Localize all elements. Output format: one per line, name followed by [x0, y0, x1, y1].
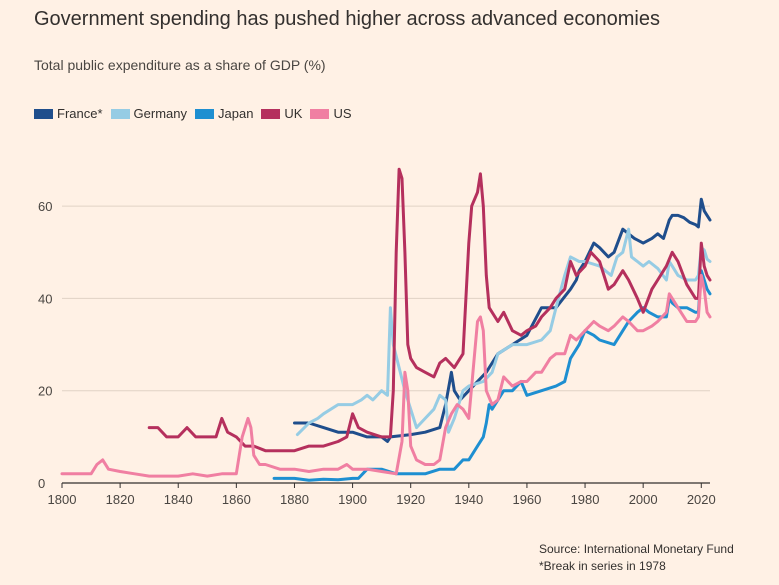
x-tick-label: 1860: [222, 492, 251, 507]
x-tick-label: 1880: [280, 492, 309, 507]
y-tick-label: 0: [38, 476, 45, 491]
footnote-text: *Break in series in 1978: [539, 559, 666, 573]
axes: 0 20 40 60 1800 1820 1840 1860 1880 1900 1920 1940 1…: [38, 199, 716, 507]
source-note: Source: International Monetary Fund *Bre…: [539, 541, 734, 575]
x-tick-label: 2000: [629, 492, 658, 507]
legend-label-japan: Japan: [218, 106, 254, 121]
legend-label-france: France*: [57, 106, 103, 121]
y-tick-label: 40: [38, 291, 52, 306]
x-tick-label: 1900: [338, 492, 367, 507]
x-tick-label: 1920: [396, 492, 425, 507]
series-line-us: [60, 273, 712, 478]
legend-label-us: US: [333, 106, 352, 121]
legend-swatch-japan: [195, 108, 214, 119]
x-tick-label: 1840: [164, 492, 193, 507]
legend-item-france: France*: [34, 106, 103, 121]
legend-item-us: US: [310, 106, 352, 121]
legend: France* Germany Japan UK US: [34, 106, 360, 121]
series-line-uk: [147, 167, 712, 453]
legend-swatch-uk: [261, 108, 281, 119]
x-tick-label: 2020: [687, 492, 716, 507]
legend-swatch-us: [310, 108, 330, 119]
legend-item-japan: Japan: [195, 106, 253, 121]
chart-subtitle: Total public expenditure as a share of G…: [34, 57, 326, 73]
x-tick-label: 1820: [106, 492, 135, 507]
gridlines: [62, 205, 710, 392]
legend-item-uk: UK: [261, 106, 302, 121]
series-lines: [60, 167, 712, 482]
series-line-japan: [272, 269, 712, 482]
series-line-france: [293, 197, 712, 443]
legend-label-uk: UK: [284, 106, 303, 121]
x-tick-label: 1800: [48, 492, 77, 507]
legend-swatch-france: [34, 108, 53, 119]
chart-title: Government spending has pushed higher ac…: [34, 8, 660, 30]
x-tick-label: 1940: [454, 492, 483, 507]
legend-swatch-germany: [110, 108, 130, 119]
y-tick-label: 20: [38, 384, 52, 399]
source-text: Source: International Monetary Fund: [539, 542, 734, 556]
x-tick-label: 1980: [571, 492, 600, 507]
x-tick-label: 1960: [512, 492, 541, 507]
y-tick-label: 60: [38, 199, 52, 214]
series-line-germany: [295, 227, 712, 437]
legend-item-germany: Germany: [110, 106, 187, 121]
legend-label-germany: Germany: [133, 106, 187, 121]
